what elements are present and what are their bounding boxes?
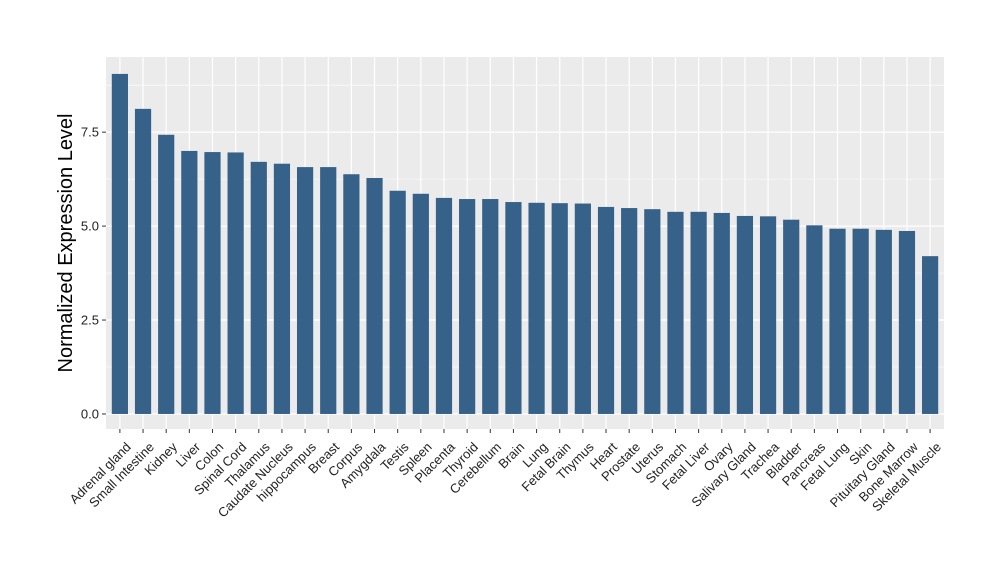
bar xyxy=(366,177,383,414)
bar xyxy=(898,230,916,414)
y-tick-label: 2.5 xyxy=(81,313,99,328)
bar xyxy=(273,163,291,414)
bar xyxy=(435,197,453,414)
bar xyxy=(574,203,591,414)
bar xyxy=(759,216,777,414)
y-tick-label: 7.5 xyxy=(81,125,99,140)
y-tick-label: 0.0 xyxy=(81,406,99,421)
bar xyxy=(806,225,823,414)
bar xyxy=(644,209,661,414)
bar xyxy=(320,167,337,414)
bar xyxy=(158,134,175,414)
bar xyxy=(621,208,638,414)
bar xyxy=(296,167,314,414)
bar xyxy=(181,150,198,414)
bar xyxy=(875,229,892,414)
y-tick-label: 5.0 xyxy=(81,219,99,234)
bar xyxy=(227,152,244,414)
bar xyxy=(597,206,615,414)
bar xyxy=(551,203,568,414)
bar xyxy=(250,161,267,414)
y-axis: 0.0 2.5 5.0 7.5 xyxy=(81,125,106,421)
bar xyxy=(783,219,800,414)
bar xyxy=(505,202,522,414)
bar xyxy=(204,152,221,414)
bar xyxy=(829,228,846,414)
bar xyxy=(459,199,476,414)
bar xyxy=(667,211,684,414)
bars xyxy=(111,73,939,414)
bar xyxy=(343,174,360,414)
bar xyxy=(690,211,707,414)
bar xyxy=(412,193,429,414)
bar xyxy=(134,108,152,414)
bar xyxy=(736,215,754,414)
bar xyxy=(111,73,128,414)
bar xyxy=(922,256,939,414)
bar xyxy=(482,199,499,414)
bar xyxy=(713,212,730,414)
bar xyxy=(389,190,406,414)
bar xyxy=(852,228,869,414)
bar xyxy=(528,202,545,414)
y-axis-title: Normalized Expression Level xyxy=(55,113,77,372)
